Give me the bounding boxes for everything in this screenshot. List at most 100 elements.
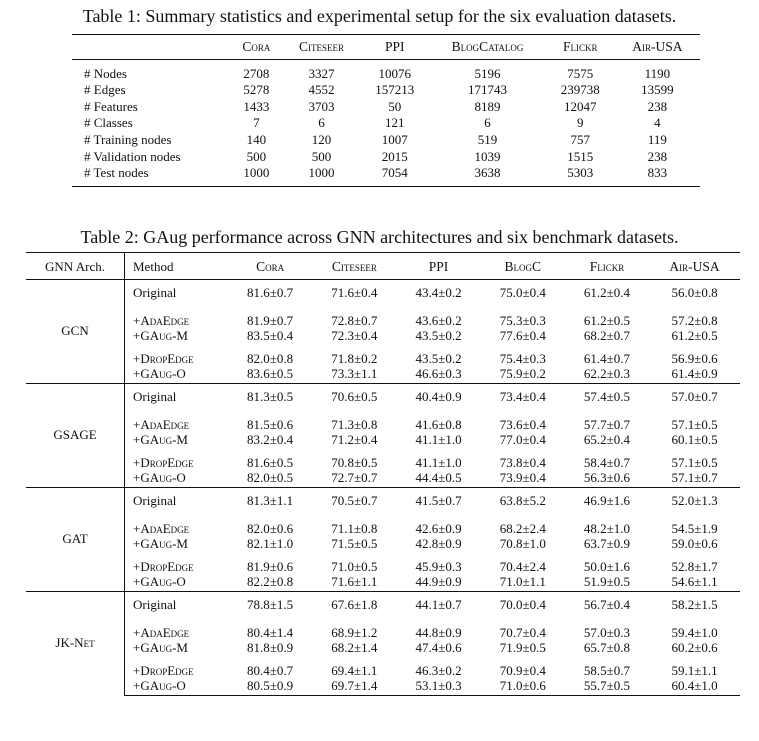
table2-col-header: Cora [228,252,313,280]
table2-caption: Table 2: GAug performance across GNN arc… [80,227,679,247]
table-cell: 40.4±0.9 [396,383,481,411]
table-row: # Nodes 2708 3327 10076 5196 7575 1190 [72,60,700,83]
table-cell: 81.6±0.5 [247,455,294,470]
table-cell: 82.0±0.6 [247,521,294,536]
table-cell: 1000 [230,164,283,187]
table-cell: 45.9±0.3 [415,559,462,574]
table-row: +GAug-M 81.8±0.9 68.2±1.4 47.4±0.6 71.9±0.5 6… [26,640,740,657]
table-cell: 1000 [282,164,361,187]
table-cell: 58.4±0.7 [583,455,631,470]
table1-col-header: Flickr [545,34,615,60]
gnn-arch-label: GAT [26,487,125,592]
table-cell: 57.4±0.5 [564,383,650,411]
table-cell: 519 [477,132,498,148]
table-cell: 78.8±1.5 [228,591,313,619]
table-cell: 4 [654,115,661,131]
table-row: +GAug-M 83.5±0.4 72.3±0.4 43.5±0.2 77.6±0.4 6… [26,328,740,345]
table-cell: 54.5±1.9 [671,521,718,536]
table-cell: 43.5±0.2 [415,328,462,343]
table-cell: 61.2±0.5 [583,313,631,328]
method-label: +GAug-O [133,470,186,485]
table2-body: GCN Original 81.6±0.7 71.6±0.4 43.4±0.2 75.0±… [26,279,740,696]
table-row: +AdaEdge 81.5±0.6 71.3±0.8 41.6±0.8 73.6±0.4… [26,411,740,432]
table-cell: 71.9±0.5 [499,640,546,655]
table-cell: 70.0±0.4 [480,591,565,619]
method-label: +DropEdge [133,663,194,678]
table-cell: 58.2±1.5 [649,591,740,619]
table-cell: 46.6±0.3 [415,366,462,381]
table-cell: 41.1±1.0 [415,432,462,447]
table-cell: 57.2±0.8 [671,313,718,328]
method-label: +GAug-M [133,328,188,343]
table-cell: 70.8±0.5 [331,455,378,470]
table-row: # Edges 5278 4552 157213 171743 239738 1… [72,82,700,99]
table2-col-header: Air-USA [649,252,740,280]
gnn-arch-label: JK-Net [26,591,125,696]
table-cell: 69.7±1.4 [312,678,397,696]
table-cell: 81.3±0.5 [228,383,313,411]
table-row: # Classes 7 6 121 6 9 4 [72,115,700,132]
table-cell: 56.7±0.4 [564,591,650,619]
table-cell: 73.8±0.4 [499,455,546,470]
table-cell: 238 [647,148,668,164]
table-cell: 71.2±0.4 [331,432,378,447]
table-cell: 60.4±1.0 [649,678,740,696]
method-label: Original [124,279,228,307]
table1-col-header: PPI [360,34,430,60]
table-cell: 55.7±0.5 [564,678,650,696]
table-cell: 70.7±0.4 [499,625,546,640]
table-cell: 62.2±0.3 [583,366,631,381]
table-cell: 73.4±0.4 [480,383,565,411]
table-row: GCN Original 81.6±0.7 71.6±0.4 43.4±0.2 75.0±… [26,279,740,384]
method-label: Original [124,487,228,515]
table-cell: 56.0±0.8 [649,279,740,307]
table-cell: 73.3±1.1 [331,366,378,381]
table1-caption: Table 1: Summary statistics and experime… [82,6,677,26]
table-cell: 7575 [567,66,594,81]
table-cell: 81.9±0.6 [247,559,294,574]
row-label: # Nodes [84,66,127,81]
table-cell: 239738 [560,82,600,98]
table-cell: 48.2±1.0 [583,521,631,536]
table-cell: 56.9±0.6 [671,351,718,366]
table-cell: 8189 [474,98,501,114]
table-cell: 140 [246,132,267,148]
table-cell: 1039 [474,148,501,164]
table-cell: 2015 [381,148,408,164]
table-row: # Validation nodes 500 500 2015 1039 151… [72,148,700,165]
table-cell: 60.1±0.5 [671,432,718,447]
table-cell: 71.6±0.4 [312,279,397,307]
table-cell: 4552 [308,82,335,98]
table-cell: 3327 [308,66,335,81]
table-cell: 63.7±0.9 [583,536,631,551]
table-cell: 77.0±0.4 [499,432,546,447]
table-cell: 57.0±0.3 [583,625,631,640]
table-cell: 60.2±0.6 [671,640,718,655]
row-label: # Validation nodes [84,148,181,164]
table-cell: 3638 [429,164,546,187]
method-label: +GAug-M [133,536,188,551]
table-cell: 41.1±1.0 [415,455,462,470]
table-cell: 59.0±0.6 [671,536,718,551]
table-cell: 1190 [644,66,671,81]
table-cell: 82.2±0.8 [247,574,294,589]
table-cell: 121 [384,115,405,131]
table-cell: 43.4±0.2 [396,279,481,307]
table1-header-row: Cora Citeseer PPI BlogCatalog Flickr Air… [72,34,700,60]
table-cell: 75.3±0.3 [499,313,546,328]
table-cell: 42.8±0.9 [415,536,462,551]
table-cell: 57.1±0.5 [671,455,718,470]
method-label: +DropEdge [133,351,194,366]
table-cell: 83.2±0.4 [247,432,294,447]
table-cell: 52.8±1.7 [671,559,718,574]
table-cell: 3703 [308,98,335,114]
table2-col-header: Flickr [564,252,650,280]
table-row: +DropEdge 81.6±0.5 70.8±0.5 41.1±1.0 73.8±0.… [26,449,740,470]
table-cell: 6 [318,115,325,131]
gaug-performance-table: GNN Arch. Method Cora Citeseer PPI BlogC… [26,252,740,696]
table-cell: 238 [647,98,668,114]
table-cell: 59.1±1.1 [671,663,718,678]
table-cell: 72.3±0.4 [331,328,378,343]
table-cell: 119 [647,132,667,148]
table-cell: 57.1±0.5 [671,417,718,432]
